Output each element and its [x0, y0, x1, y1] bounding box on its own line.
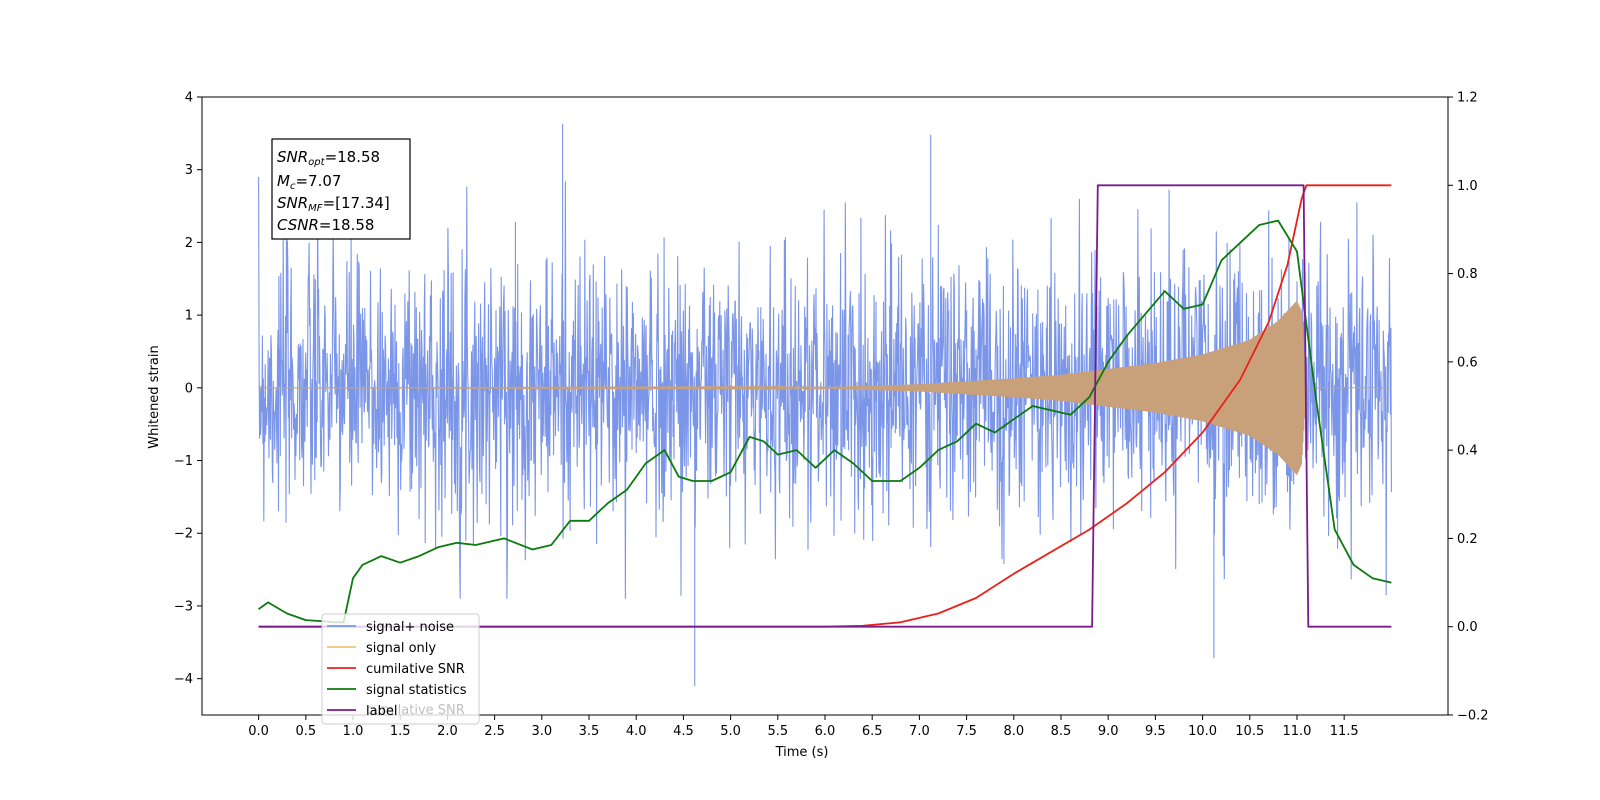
info-box-frame — [271, 138, 411, 240]
y2-tick-label: 1.0 — [1457, 179, 1478, 194]
plot-area — [258, 123, 1392, 686]
y-tick-label: 2 — [185, 236, 193, 251]
y-tick-label: −4 — [174, 672, 193, 687]
x-tick-label: 4.0 — [626, 724, 647, 739]
x-tick-label: 5.5 — [767, 724, 788, 739]
ticks: 0.0 0.5 1.0 1.5 2.0 2.5 3.0 3.5 4.0 4.5 5.0 5.5 6.0 6… — [174, 91, 1489, 740]
x-tick-label: 2.0 — [437, 724, 458, 739]
legend-label: signal+ noise — [366, 620, 454, 635]
x-tick-label: 1.0 — [343, 724, 364, 739]
x-tick-label: 2.5 — [484, 724, 505, 739]
x-tick-label: 7.5 — [956, 724, 977, 739]
x-tick-label: 6.0 — [815, 724, 836, 739]
series-signal-statistics — [258, 219, 1392, 624]
legend-label: label — [366, 704, 397, 719]
legend-hidden-text: cumilative SNR — [366, 703, 465, 718]
y2-tick-label: 0.2 — [1457, 532, 1478, 547]
x-tick-label: 9.5 — [1145, 724, 1166, 739]
series-cumulative-snr — [258, 184, 1392, 628]
legend-label: signal only — [366, 641, 436, 656]
x-tick-label: 4.5 — [673, 724, 694, 739]
x-tick-label: 3.5 — [579, 724, 600, 739]
legend-label: cumilative SNR — [366, 662, 465, 677]
x-tick-label: 7.0 — [909, 724, 930, 739]
series-signal-only — [258, 300, 1392, 476]
x-tick-label: 3.0 — [531, 724, 552, 739]
y-tick-label: 1 — [185, 309, 193, 324]
y2-tick-label: −0.2 — [1457, 709, 1489, 724]
x-tick-label: 1.5 — [390, 724, 411, 739]
legend: cumilative SNR signal+ noise signal only c… — [321, 613, 480, 725]
y2-tick-label: 0.4 — [1457, 444, 1478, 459]
x-tick-label: 11.5 — [1330, 724, 1359, 739]
y2-tick-label: 0.6 — [1457, 355, 1478, 370]
x-tick-label: 6.5 — [862, 724, 883, 739]
y2-tick-label: 1.2 — [1457, 91, 1478, 106]
y2-tick-label: 0.0 — [1457, 620, 1478, 635]
legend-label: signal statistics — [366, 683, 467, 698]
y-tick-label: 0 — [185, 381, 193, 396]
info-box: SNRopt=18.58 Mc=7.07 SNRMF=[17.34] CSNR=… — [271, 138, 411, 240]
y2-tick-label: 0.8 — [1457, 267, 1478, 282]
info-line-1: SNRopt=18.58 — [277, 148, 380, 168]
x-tick-label: 0.0 — [248, 724, 269, 739]
y-tick-label: −3 — [174, 599, 193, 614]
info-line-3: SNRMF=[17.34] — [277, 194, 390, 214]
y-tick-label: 4 — [185, 91, 193, 106]
y-tick-label: −1 — [174, 454, 193, 469]
x-tick-label: 9.0 — [1098, 724, 1119, 739]
x-tick-label: 10.5 — [1235, 724, 1264, 739]
legend-frame — [321, 613, 480, 725]
y-axis-label: Whitened strain — [147, 345, 162, 448]
legend-entries: signal+ noise signal only cumilative SNR si… — [327, 620, 467, 719]
x-tick-label: 5.0 — [720, 724, 741, 739]
x-tick-label: 8.0 — [1003, 724, 1024, 739]
y-tick-label: 3 — [185, 163, 193, 178]
x-tick-label: 8.5 — [1051, 724, 1072, 739]
x-tick-label: 10.0 — [1188, 724, 1217, 739]
x-tick-label: 0.5 — [295, 724, 316, 739]
x-tick-label: 11.0 — [1282, 724, 1311, 739]
info-line-2: Mc=7.07 — [277, 172, 341, 192]
series-label — [258, 184, 1392, 628]
x-axis-label: Time (s) — [775, 745, 829, 760]
info-line-4: CSNR=18.58 — [277, 216, 374, 234]
y-tick-label: −2 — [174, 527, 193, 542]
series-signal-noise — [258, 123, 1392, 686]
